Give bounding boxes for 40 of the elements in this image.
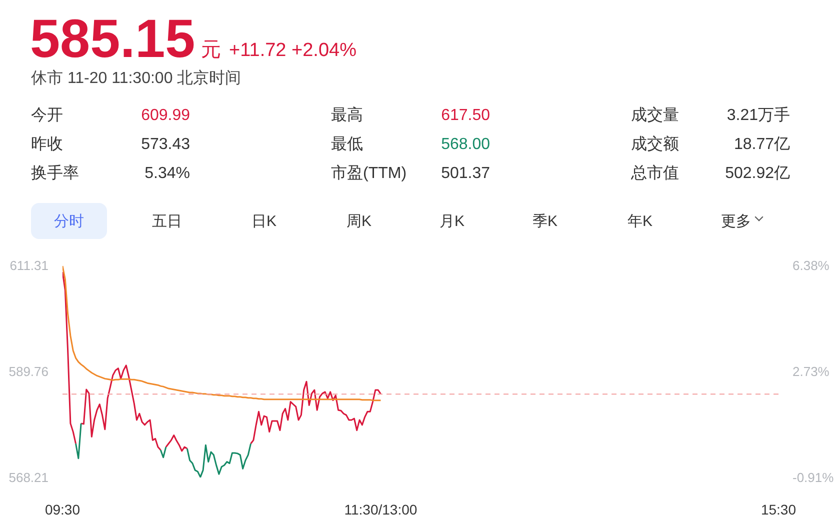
- text: 元: [201, 39, 221, 62]
- text: 最低: [331, 136, 363, 152]
- x-tick-label: 15:30: [760, 502, 796, 518]
- text: 总市值: [631, 164, 679, 182]
- text: 573.43: [141, 136, 190, 152]
- text: 换手率: [31, 164, 79, 182]
- text: 五日: [151, 213, 183, 230]
- y-tick-label: 589.76: [8, 364, 49, 379]
- text: 501.37: [441, 164, 490, 182]
- chart-subtitle: 休市 11-20 11:30:00 北京时间: [31, 70, 242, 86]
- text: 更多: [720, 213, 752, 230]
- text: 609.99: [141, 106, 190, 124]
- text: 18.77亿: [734, 136, 790, 152]
- y2-tick-label: -0.91%: [792, 470, 834, 485]
- text: 成交量: [631, 106, 679, 124]
- text: 昨收: [31, 136, 63, 152]
- text: 分时: [53, 213, 85, 230]
- text: 年K: [626, 213, 654, 230]
- text: 月K: [438, 213, 466, 230]
- chart-title: 585.15: [30, 9, 196, 70]
- y2-tick-label: 2.73%: [792, 364, 830, 380]
- text: 今开: [31, 106, 63, 124]
- text: 成交额: [631, 136, 679, 152]
- text: +11.72 +2.04%: [229, 40, 356, 61]
- y2-tick-label: 6.38%: [792, 258, 830, 273]
- text: 日K: [250, 213, 278, 230]
- x-tick-label: 09:30: [44, 502, 80, 518]
- text: 最高: [331, 106, 363, 124]
- text: 周K: [345, 213, 372, 230]
- text: 617.50: [441, 106, 490, 124]
- y-tick-label: 568.21: [8, 470, 49, 485]
- x-tick-label: 11:30/13:00: [344, 502, 418, 518]
- text: 5.34%: [144, 164, 190, 182]
- y-tick-label: 611.31: [10, 258, 48, 273]
- text: 568.00: [441, 136, 490, 152]
- text: 季K: [531, 213, 558, 230]
- line-series: [62, 266, 382, 402]
- text: 市盈(TTM): [331, 164, 407, 182]
- text: 502.92亿: [725, 164, 790, 182]
- text: 3.21万手: [726, 106, 790, 124]
